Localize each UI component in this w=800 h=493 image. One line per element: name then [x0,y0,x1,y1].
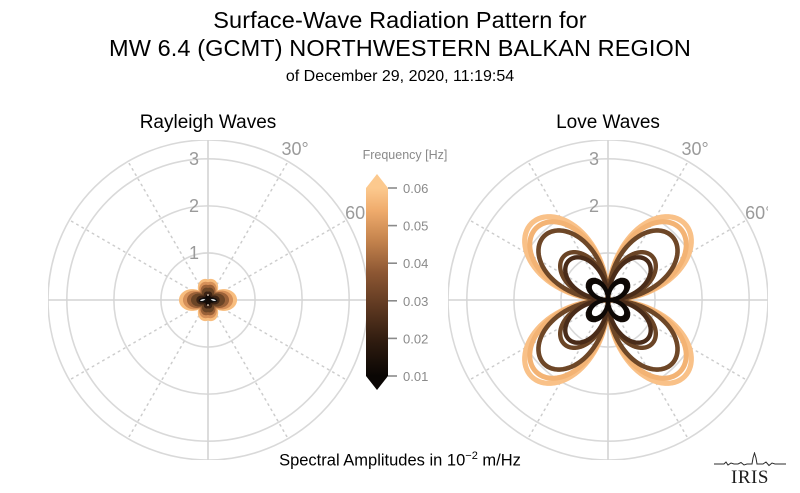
iris-logo: IRIS [712,452,788,490]
figure-title-block: Surface-Wave Radiation Pattern for MW 6.… [0,6,800,88]
radial-tick-label-3: 3 [189,149,199,169]
colorbar-tick-label-0.01: 0.01 [403,369,428,384]
figure-title-line-2: MW 6.4 (GCMT) NORTHWESTERN BALKAN REGION [109,35,691,61]
panel-title-love: Love Waves [556,112,660,133]
radial-tick-label-2: 2 [189,196,199,216]
angular-tick-label-30: 30° [281,140,308,159]
footer-caption-prefix: Spectral Amplitudes in 10 [279,451,466,470]
figure-subtitle: of December 29, 2020, 11:19:54 [285,68,515,85]
iris-logo-text: IRIS [731,467,769,488]
grid-spoke-150 [207,299,289,440]
colorbar-tick-label-0.03: 0.03 [403,294,428,309]
iris-logo-mark: IRIS [714,452,786,488]
love-contour-0_01_Hz [587,279,629,321]
colorbar: Frequency [Hz] 0.06 0.05 0.04 0.03 0.02 0.01 [330,140,480,410]
colorbar-title: Frequency [Hz] [362,148,448,162]
footer-caption: Spectral Amplitudes in 10−2 m/Hz [0,450,800,471]
grid-spoke-60 [207,219,348,301]
colorbar-cap-max [366,174,388,188]
grid-spoke-240 [68,299,209,381]
angular-tick-label-60: 60° [745,203,768,223]
colorbar-body [366,188,388,376]
love-contours [522,214,694,386]
angular-tick-label-30: 30° [681,140,708,159]
colorbar-tick-label-0.04: 0.04 [403,256,428,271]
footer-caption-exponent: −2 [465,450,478,462]
radial-tick-label-2: 2 [589,196,599,216]
angular-tick-label-60: 60° [345,203,368,223]
colorbar-gradient: 0.06 0.05 0.04 0.03 0.02 0.01 [366,174,428,390]
colorbar-tick-label-0.05: 0.05 [403,219,428,234]
grid-spoke-300 [68,219,209,301]
rayleigh-inner-notch-0 [207,294,209,296]
colorbar-cap-min [366,376,388,390]
colorbar-tick-label-0.02: 0.02 [403,331,428,346]
radial-tick-label-3: 3 [589,149,599,169]
figure-title-line-1: Surface-Wave Radiation Pattern for [213,7,587,33]
grid-spoke-120 [207,299,348,381]
radial-tick-label-1: 1 [189,243,199,263]
panel-title-rayleigh: Rayleigh Waves [139,112,277,133]
footer-caption-suffix: m/Hz [477,451,521,470]
grid-spoke-210 [127,299,209,440]
rayleigh-inner-gap-1 [209,297,218,303]
grid-spoke-30 [207,160,289,301]
rayleigh-inner-gap-0 [198,297,207,303]
rayleigh-contours [178,278,238,322]
colorbar-tick-label-0.06: 0.06 [403,181,428,196]
grid-spoke-330 [127,160,209,301]
rayleigh-inner-notch-1 [207,304,209,306]
seismogram-icon [714,452,786,467]
